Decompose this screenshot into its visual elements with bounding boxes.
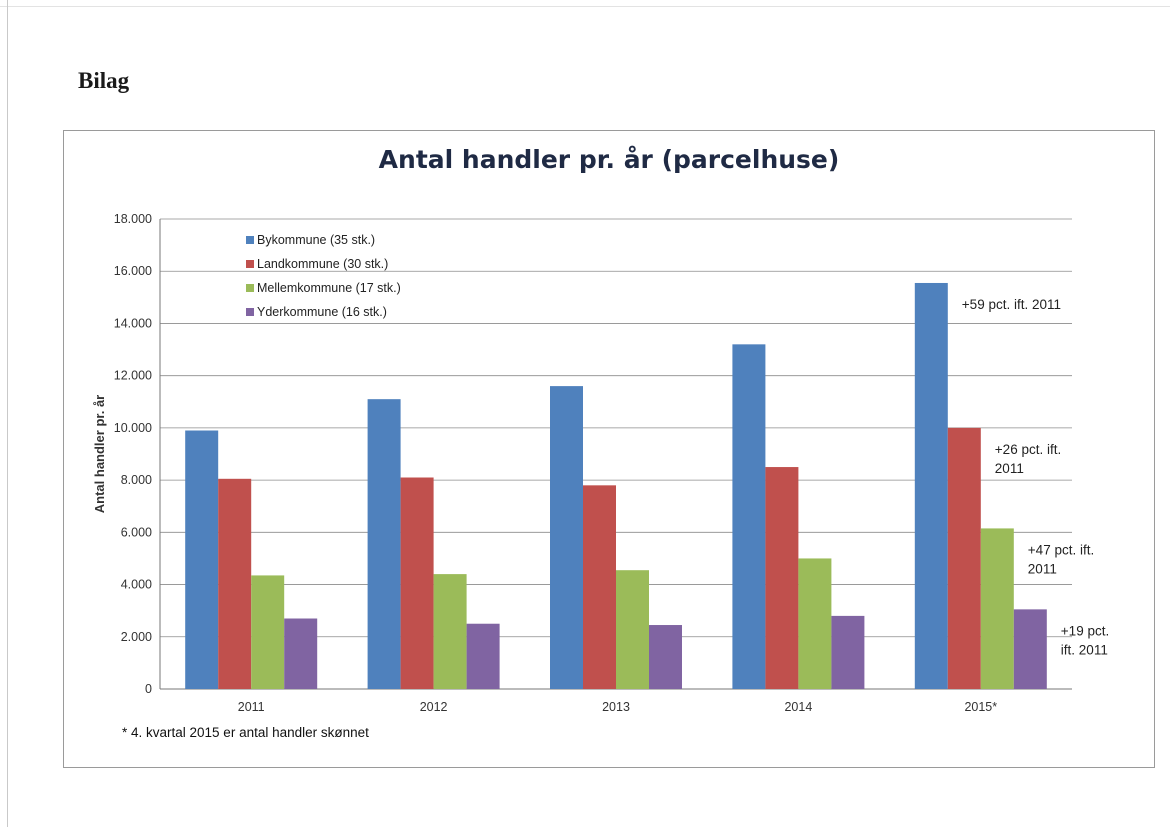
- x-tick-label: 2013: [602, 700, 630, 714]
- bar-annotation: +19 pct.: [1061, 623, 1109, 638]
- chart-title: Antal handler pr. år (parcelhuse): [378, 145, 840, 174]
- legend-swatch: [246, 236, 254, 244]
- bar: [649, 625, 682, 689]
- x-tick-label: 2015*: [964, 700, 997, 714]
- bar: [185, 430, 219, 689]
- y-tick-label: 6.000: [121, 525, 152, 539]
- y-tick-label: 16.000: [114, 264, 152, 278]
- bar: [550, 386, 583, 689]
- bar: [218, 478, 252, 689]
- bar: [732, 344, 766, 689]
- bar: [947, 427, 981, 689]
- legend-item: Bykommune (35 stk.): [246, 228, 401, 252]
- bar-annotation: ift. 2011: [1061, 642, 1108, 657]
- y-tick-label: 8.000: [121, 473, 152, 487]
- chart-frame: Antal handler pr. år (parcelhuse) 0 2.000…: [63, 130, 1155, 768]
- y-tick-label: 0: [145, 682, 152, 696]
- bar: [400, 477, 434, 689]
- legend-label: Landkommune (30 stk.): [257, 257, 389, 271]
- y-tick-label: 2.000: [121, 630, 152, 644]
- y-tick-label: 14.000: [114, 316, 152, 330]
- bar: [583, 485, 616, 689]
- legend-item: Landkommune (30 stk.): [246, 252, 401, 276]
- bar: [466, 623, 500, 689]
- page-heading: Bilag: [78, 68, 130, 93]
- legend-swatch: [246, 260, 254, 268]
- y-tick-label: 12.000: [114, 369, 152, 383]
- bar: [433, 574, 467, 689]
- chart-footnote: * 4. kvartal 2015 er antal handler skønn…: [122, 725, 369, 740]
- legend-swatch: [246, 308, 254, 316]
- legend-label: Mellemkommune (17 stk.): [257, 281, 401, 295]
- bar: [914, 282, 948, 689]
- x-tick-label: 2014: [784, 700, 812, 714]
- bar: [616, 570, 649, 689]
- y-axis-title: Antal handler pr. år: [92, 395, 107, 513]
- bar: [831, 615, 865, 689]
- chart-svg: 0 2.000 4.000 6.000 8.000 10.000 12.000 14.000 1…: [92, 212, 1109, 714]
- legend-item: Mellemkommune (17 stk.): [246, 276, 401, 300]
- x-tick-label: 2012: [420, 700, 448, 714]
- y-tick-label: 10.000: [114, 421, 152, 435]
- bar-annotation: 2011: [1028, 561, 1057, 576]
- legend-label: Bykommune (35 stk.): [257, 233, 376, 247]
- legend-label: Yderkommune (16 stk.): [257, 305, 387, 319]
- page-left-edge: [7, 0, 8, 827]
- legend-swatch: [246, 284, 254, 292]
- bar: [284, 618, 318, 689]
- bar: [980, 528, 1014, 689]
- bar: [367, 399, 401, 689]
- page-top-edge: [0, 6, 1170, 7]
- bar-annotation: +26 pct. ift.: [995, 442, 1061, 457]
- bar-annotation: +47 pct. ift.: [1028, 542, 1094, 557]
- bar-annotation: +59 pct. ift. 2011: [962, 297, 1061, 312]
- bar: [1013, 609, 1047, 689]
- legend-item: Yderkommune (16 stk.): [246, 300, 401, 324]
- chart-legend: Bykommune (35 stk.) Landkommune (30 stk.)…: [246, 228, 401, 324]
- y-tick-label: 18.000: [114, 212, 152, 226]
- bar: [798, 558, 832, 689]
- bar-annotation: 2011: [995, 461, 1024, 476]
- x-tick-label: 2011: [238, 700, 265, 714]
- bar: [765, 467, 799, 689]
- y-tick-label: 4.000: [121, 578, 152, 592]
- bar: [251, 575, 285, 689]
